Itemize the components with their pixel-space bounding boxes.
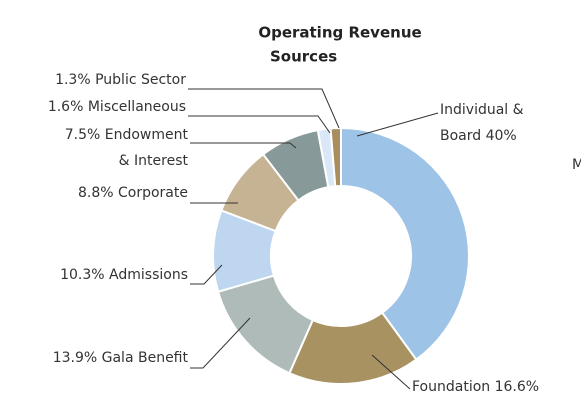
clipped-text: M [572,157,581,173]
leader-line [190,142,297,149]
slice-label: Foundation 16.6% [412,379,539,395]
slice-label: 10.3% Admissions [60,267,188,283]
slice-label: & Interest [119,153,189,169]
donut-slice [329,126,342,188]
leader-line [190,264,223,285]
leader-line [356,112,439,137]
slice-label: 7.5% Endowment [65,127,189,143]
leader-line [188,88,340,129]
leader-line [371,354,411,390]
slice-label: 1.3% Public Sector [55,72,186,88]
donut-slice [340,126,470,361]
slice-label: 13.9% Gala Benefit [53,350,189,366]
slice-label: Board 40% [440,128,517,144]
chart-title: Operating Revenue [258,24,421,42]
leader-line [190,317,251,369]
chart-title: Sources [270,48,337,66]
slice-label: 1.6% Miscellaneous [48,99,186,115]
slice-label: 8.8% Corporate [78,185,188,201]
leader-line [188,115,331,134]
slice-label: Individual & [440,102,524,118]
